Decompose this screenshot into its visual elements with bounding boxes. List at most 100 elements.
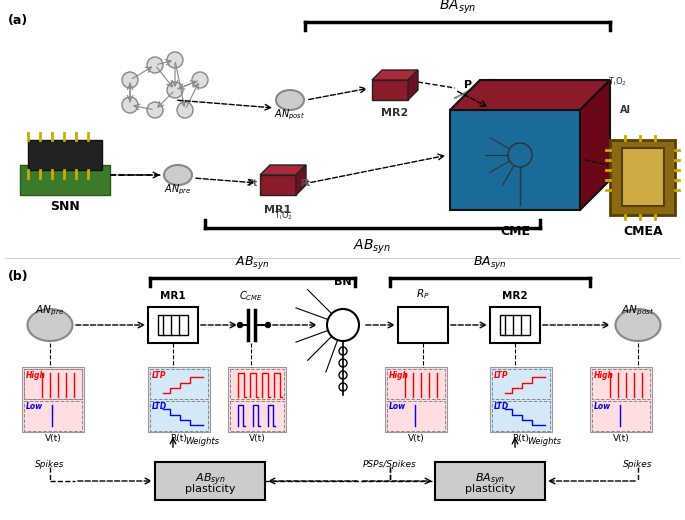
Text: Low: Low <box>594 402 611 411</box>
Circle shape <box>54 144 62 152</box>
Text: $\mathit{BA}_{syn}$: $\mathit{BA}_{syn}$ <box>439 0 476 16</box>
Text: $\mathit{AB}_{syn}$: $\mathit{AB}_{syn}$ <box>235 254 270 271</box>
Text: R(t): R(t) <box>512 434 530 443</box>
Polygon shape <box>296 165 306 195</box>
Text: (b): (b) <box>8 270 29 283</box>
Text: $\mathit{AB}_{syn}$: $\mathit{AB}_{syn}$ <box>195 472 225 488</box>
Bar <box>22 367 84 432</box>
Text: $\mathrm{T_iO_2}$: $\mathrm{T_iO_2}$ <box>608 76 627 88</box>
Bar <box>155 462 265 500</box>
Polygon shape <box>450 80 610 110</box>
Bar <box>158 315 188 335</box>
Circle shape <box>167 82 183 98</box>
Text: $\mathrm{T_iO_2}$: $\mathrm{T_iO_2}$ <box>273 210 292 223</box>
Bar <box>230 401 284 431</box>
Text: Al: Al <box>620 105 631 115</box>
Text: $\mathit{AN}_{post}$: $\mathit{AN}_{post}$ <box>621 304 655 318</box>
Text: $\mathit{AN}_{pre}$: $\mathit{AN}_{pre}$ <box>36 304 64 318</box>
Bar <box>622 148 664 206</box>
Text: High: High <box>26 371 46 380</box>
Polygon shape <box>260 165 306 175</box>
Text: Pt: Pt <box>248 178 258 188</box>
Circle shape <box>192 72 208 88</box>
Bar <box>24 401 82 431</box>
Polygon shape <box>372 70 418 80</box>
Circle shape <box>122 72 138 88</box>
Bar <box>20 165 110 195</box>
Ellipse shape <box>276 90 304 110</box>
Bar <box>610 140 675 215</box>
Polygon shape <box>580 80 610 210</box>
Text: $R_P$: $R_P$ <box>416 287 429 301</box>
Text: V(t): V(t) <box>408 434 425 443</box>
Bar <box>148 307 198 343</box>
Bar <box>150 369 208 399</box>
Bar <box>24 369 82 399</box>
Text: Weights: Weights <box>185 437 219 447</box>
Text: Low: Low <box>389 402 406 411</box>
Text: PSPs/Spikes: PSPs/Spikes <box>363 460 417 469</box>
Bar <box>492 401 550 431</box>
Text: SNN: SNN <box>50 200 80 213</box>
Text: $\mathit{BA}_{syn}$: $\mathit{BA}_{syn}$ <box>475 472 505 488</box>
Polygon shape <box>450 110 580 210</box>
Bar <box>490 307 540 343</box>
Text: Spikes: Spikes <box>35 460 65 469</box>
Bar <box>385 367 447 432</box>
Bar <box>590 367 652 432</box>
Circle shape <box>167 52 183 68</box>
Text: $\mathit{AB}_{syn}$: $\mathit{AB}_{syn}$ <box>353 238 392 256</box>
Circle shape <box>177 102 193 118</box>
Bar <box>490 367 552 432</box>
Text: LTP: LTP <box>152 371 166 380</box>
Polygon shape <box>372 80 408 100</box>
Circle shape <box>122 97 138 113</box>
Text: Weights: Weights <box>527 437 561 447</box>
Bar <box>150 401 208 431</box>
Text: R(t): R(t) <box>171 434 188 443</box>
Polygon shape <box>260 175 296 195</box>
Text: Spikes: Spikes <box>623 460 653 469</box>
Text: $\mathit{AN}_{post}$: $\mathit{AN}_{post}$ <box>274 108 306 122</box>
Circle shape <box>147 102 163 118</box>
Text: LTP: LTP <box>494 371 508 380</box>
Circle shape <box>238 322 242 328</box>
Bar <box>592 401 650 431</box>
Text: MR1: MR1 <box>160 291 186 301</box>
Text: $\mathit{AN}_{pre}$: $\mathit{AN}_{pre}$ <box>164 183 192 198</box>
Bar <box>592 369 650 399</box>
Text: $\mathit{BA}_{syn}$: $\mathit{BA}_{syn}$ <box>473 254 507 271</box>
Circle shape <box>74 144 82 152</box>
Bar <box>435 462 545 500</box>
Bar <box>28 140 102 170</box>
Text: $C_{CME}$: $C_{CME}$ <box>239 289 263 303</box>
Text: plasticity: plasticity <box>464 484 515 494</box>
Text: V(t): V(t) <box>612 434 630 443</box>
Circle shape <box>147 57 163 73</box>
Ellipse shape <box>616 309 660 341</box>
Text: High: High <box>594 371 614 380</box>
Bar <box>148 367 210 432</box>
Bar <box>228 367 286 432</box>
Text: LTD: LTD <box>494 402 509 411</box>
Bar <box>398 307 448 343</box>
Text: CME: CME <box>500 225 530 238</box>
Text: MR2: MR2 <box>382 108 409 118</box>
Text: Low: Low <box>26 402 43 411</box>
Bar <box>500 315 530 335</box>
Text: High: High <box>389 371 409 380</box>
Circle shape <box>266 322 271 328</box>
Text: P: P <box>464 80 472 90</box>
Text: BN: BN <box>334 277 352 287</box>
Text: V(t): V(t) <box>45 434 62 443</box>
Circle shape <box>34 144 42 152</box>
Polygon shape <box>408 70 418 100</box>
Bar <box>387 369 445 399</box>
Ellipse shape <box>630 162 656 192</box>
Bar <box>492 369 550 399</box>
Bar <box>230 369 284 399</box>
Text: (a): (a) <box>8 14 28 27</box>
Ellipse shape <box>164 165 192 185</box>
Ellipse shape <box>27 309 73 341</box>
Circle shape <box>34 154 42 162</box>
